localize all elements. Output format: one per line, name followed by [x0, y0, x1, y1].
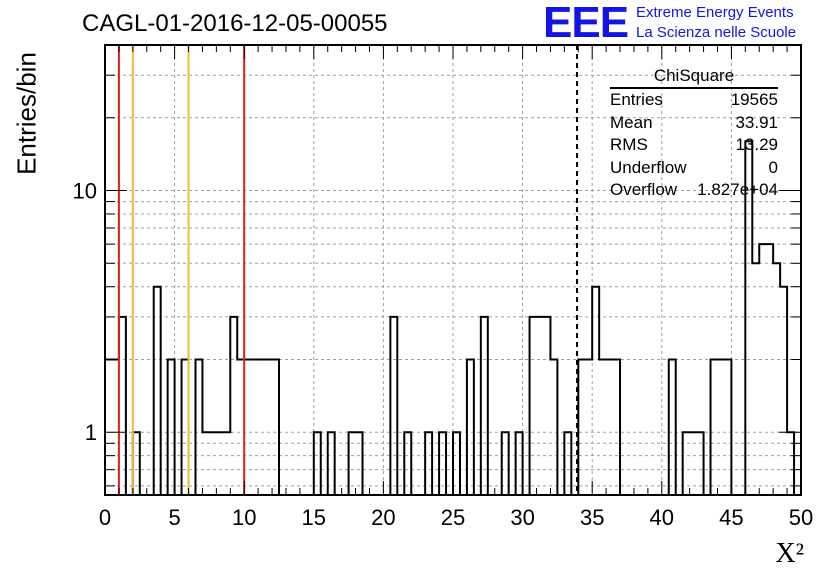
y-tick-label: 1	[85, 420, 97, 445]
x-tick-label: 50	[789, 505, 813, 530]
stats-label: Mean	[610, 112, 653, 132]
stats-value: 13.29	[735, 135, 778, 154]
logo-caption-line2: La Scienza nelle Scuole	[636, 24, 797, 41]
x-tick-label: 45	[719, 505, 743, 530]
x-tick-label: 10	[232, 505, 256, 530]
stats-box: ChiSquare Entries 19565 Mean 33.91 RMS 1…	[610, 66, 778, 202]
stats-title: ChiSquare	[610, 66, 778, 89]
stats-row-underflow: Underflow 0	[610, 157, 778, 180]
page-title: CAGL-01-2016-12-05-00055	[82, 10, 388, 37]
logo-caption-line1: Extreme Energy Events	[636, 4, 794, 21]
histogram-series	[105, 140, 801, 496]
stats-row-mean: Mean 33.91	[610, 112, 778, 135]
x-tick-label: 20	[371, 505, 395, 530]
x-axis-label: X²	[775, 538, 804, 569]
stats-row-overflow: Overflow 1.827e+04	[610, 179, 778, 202]
stats-value: 0	[768, 157, 778, 177]
eee-logo: EEE	[543, 0, 629, 47]
x-tick-label: 25	[441, 505, 465, 530]
stats-label: Entries	[610, 90, 663, 109]
x-tick-label: 40	[650, 505, 674, 530]
stats-label: Underflow	[610, 157, 687, 177]
stats-label: Overflow	[610, 180, 678, 199]
stats-row-rms: RMS 13.29	[610, 134, 778, 157]
stats-label: RMS	[610, 135, 648, 154]
y-tick-label: 10	[73, 179, 97, 204]
x-tick-label: 35	[580, 505, 604, 530]
stats-row-entries: Entries 19565	[610, 89, 778, 112]
stats-value: 1.827e+04	[697, 180, 778, 199]
stats-value: 33.91	[735, 112, 778, 132]
x-tick-label: 15	[302, 505, 326, 530]
x-tick-label: 30	[510, 505, 534, 530]
x-tick-label: 0	[99, 505, 111, 530]
x-tick-label: 5	[168, 505, 180, 530]
stats-value: 19565	[730, 90, 778, 109]
